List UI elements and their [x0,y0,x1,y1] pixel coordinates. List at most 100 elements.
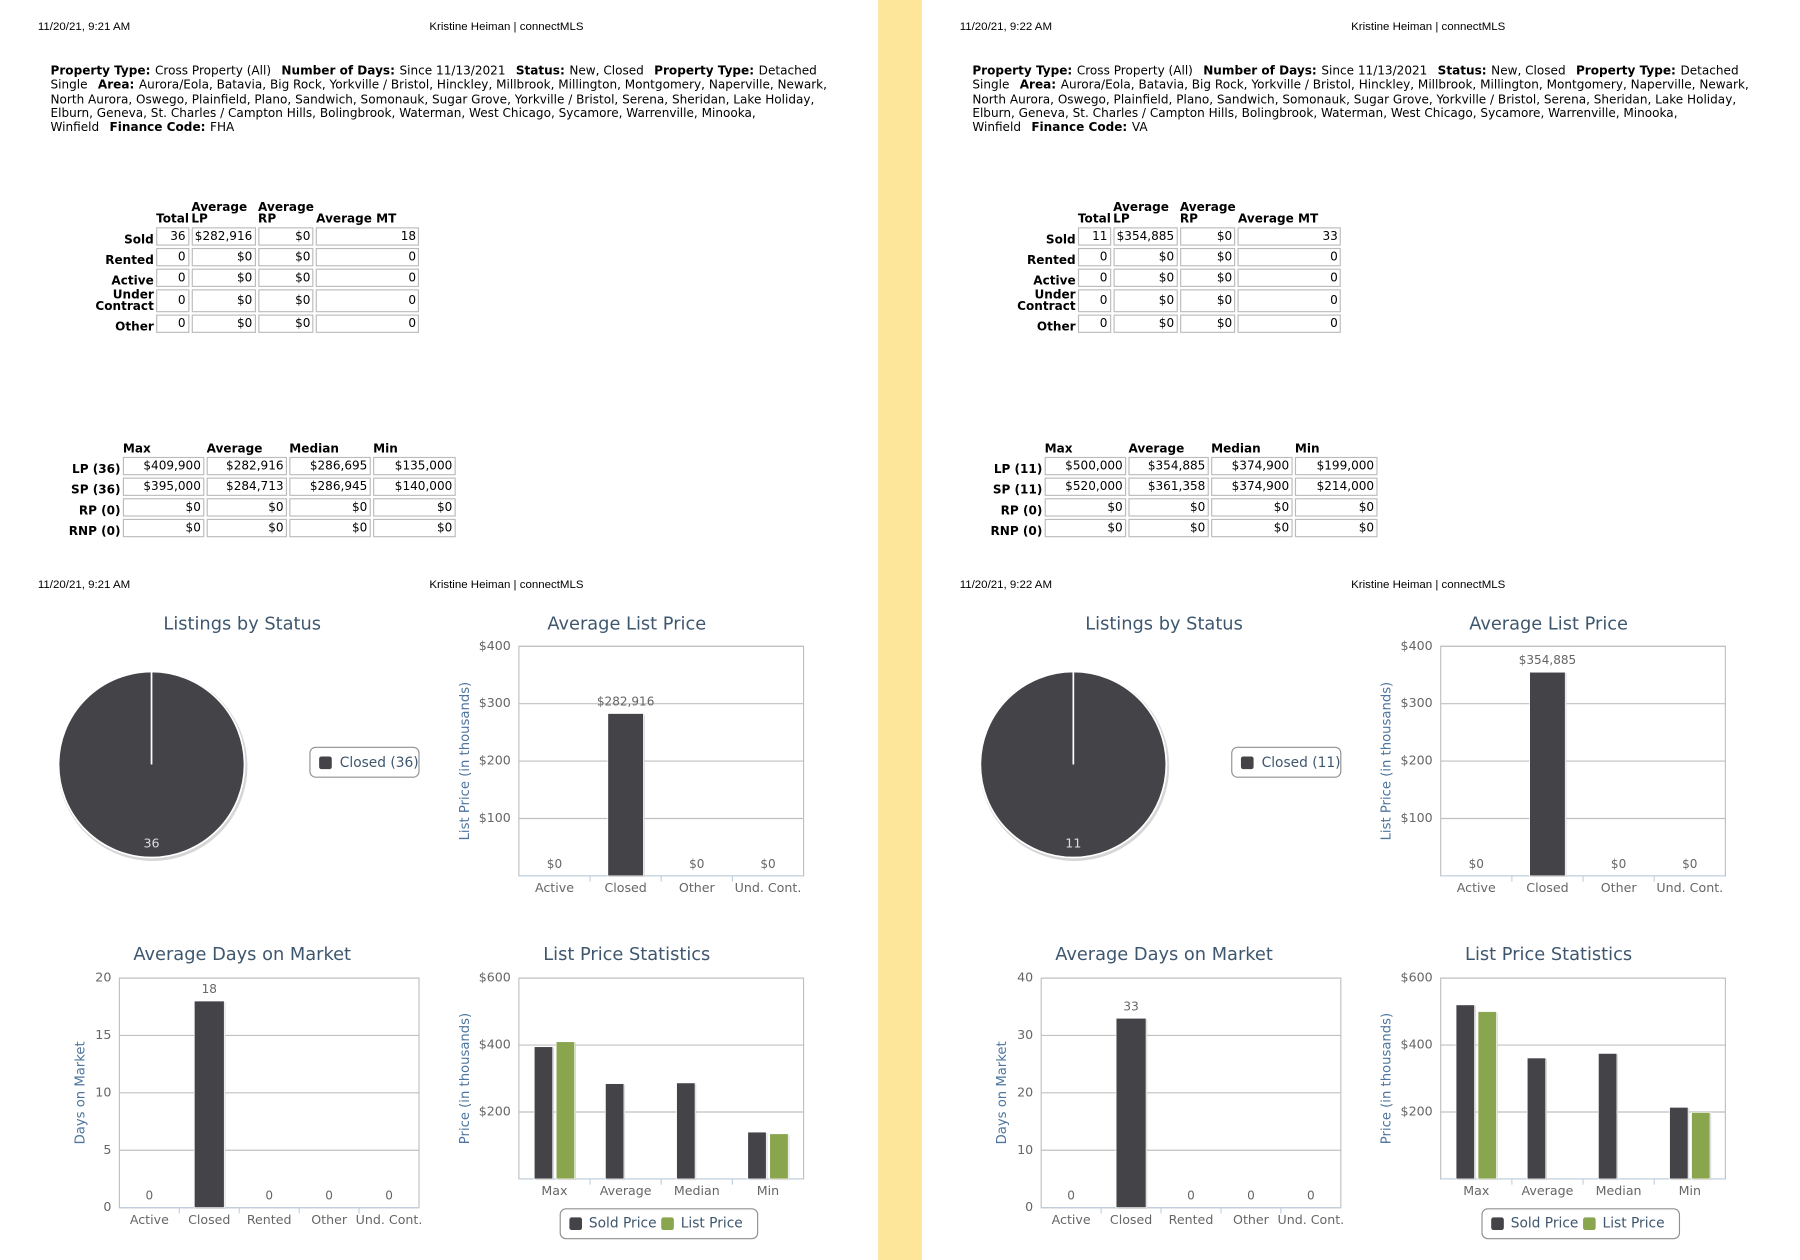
x-tick-label: Min [757,1183,779,1198]
criteria-label: Status: [515,64,565,79]
x-tick-label: Und. Cont. [356,1212,423,1227]
x-tick-label: Other [1601,880,1638,895]
cell: $0 [1179,289,1236,313]
criteria-label: Number of Days: [281,64,395,79]
value-label: 0 [1187,1189,1195,1203]
cell: $0 [258,227,314,246]
cell: $0 [289,498,371,517]
legend-box [559,1208,759,1240]
column-header: Average LP [1113,200,1169,227]
chart-title: Listings by Status [1085,613,1243,634]
cell: 0 [316,289,420,313]
cell: $286,945 [289,477,371,496]
column-header: Average LP [191,200,248,227]
cell: $0 [1113,268,1178,287]
bar [607,713,644,877]
row-label: Sold [124,233,154,247]
criteria-value: VA [1131,120,1148,135]
column-header: Average RP [258,200,314,227]
row: Other 0 $0 $0 0 [53,314,420,333]
cell: 0 [1077,247,1111,267]
x-tick-label: Other [679,880,716,895]
cell: $500,000 [1044,456,1127,476]
legend-label: Sold Price [1511,1216,1579,1232]
row-label: Under Contract [1017,288,1076,314]
x-tick-label: Closed [188,1212,230,1227]
y-tick-label: $100 [479,810,511,825]
y-tick-label: 15 [95,1027,111,1042]
header-datetime: 11/20/21, 9:22 AM [959,578,1053,592]
bar [533,1046,554,1180]
bar [1526,1057,1547,1180]
column-header: Min [1294,441,1320,456]
cell: $0 [191,247,256,267]
search-criteria: Property Type: Cross Property (All) Number… [972,64,1755,135]
cell: $0 [1294,518,1378,538]
criteria-value: FHA [210,120,235,135]
x-tick-label: Max [1463,1183,1490,1198]
cell: $0 [191,268,256,287]
bar [1477,1011,1497,1180]
y-tick-label: $200 [479,753,511,768]
y-tick-label: $400 [1401,638,1433,653]
chart-title: List Price Statistics [1465,944,1632,965]
value-label: 0 [1067,1189,1075,1203]
header-datetime: 11/20/21, 9:21 AM [37,578,131,592]
charts: Listings by Status 11 Closed (11) Average L… [979,613,1726,1240]
cell: $0 [1128,518,1209,538]
row: Active 0 $0 $0 0 [975,268,1342,287]
cell: $0 [373,498,456,517]
header-source: Kristine Heiman | connectMLS [429,20,584,34]
row-label: RNP (0) [990,524,1043,539]
row: RNP (0) $0 $0 $0 $0 [68,518,456,538]
row: Active 0 $0 $0 0 [53,268,420,289]
y-tick-label: 10 [1017,1142,1033,1157]
cell: $0 [373,518,456,538]
column-header: Total [1077,212,1111,227]
y-tick-label: 30 [1017,1027,1033,1042]
y-tick-label: 0 [103,1199,111,1214]
cell: $354,885 [1128,456,1209,476]
cell: $0 [1113,314,1178,333]
column-header: Average MT [1237,212,1319,227]
x-tick-label: Rented [1169,1212,1214,1227]
row-label: LP (36) [72,462,121,477]
legend-swatch [569,1217,583,1231]
cell: $0 [1113,289,1178,313]
y-tick-label: $200 [1401,1103,1433,1118]
criteria-label: Area: [1019,78,1057,93]
x-tick-label: Active [1457,880,1496,895]
y-tick-label: $200 [479,1103,511,1118]
row: RNP (0) $0 $0 $0 $0 [990,518,1378,539]
legend-swatch [1583,1217,1596,1231]
cell: 0 [1077,314,1111,333]
stats-table: Max Average Median Min LP (36) $409,900 $282,9… [65,441,458,540]
cell: 11 [1077,227,1111,246]
row-label: Active [111,274,154,289]
bar [747,1131,767,1180]
column-header: Average [1128,441,1185,456]
row-label: Other [1036,320,1076,335]
column-header: Average MT [316,212,397,227]
header-row: Total Average LP Average RP Average MT [53,200,420,227]
column-header: Average [206,441,263,456]
value-label: 0 [1247,1189,1255,1203]
cell: $0 [122,518,205,538]
value-label: $0 [1469,857,1484,871]
criteria-value: Since 11/13/2021 [399,64,506,79]
y-axis-title: Price (in thousands) [1380,1013,1395,1144]
x-tick-label: Und. Cont. [735,880,802,895]
y-axis-title: List Price (in thousands) [458,682,473,841]
criteria-label: Finance Code: [1031,120,1128,135]
value-label: 0 [325,1189,333,1203]
x-tick-label: Min [1679,1183,1701,1198]
y-axis-title: List Price (in thousands) [1380,682,1395,841]
report-page: 11/20/21, 9:22 AM Kristine Heiman | conne… [921,0,1800,1260]
row: Sold 11 $354,885 $0 33 [975,227,1342,246]
cell: $0 [1294,498,1378,517]
cell: $0 [1179,314,1236,333]
cell: $135,000 [373,456,456,476]
search-criteria: Property Type: Cross Property (All) Number… [51,64,834,135]
header-row: Total Average LP Average RP Average MT [975,200,1342,227]
cell: $0 [1044,498,1127,517]
